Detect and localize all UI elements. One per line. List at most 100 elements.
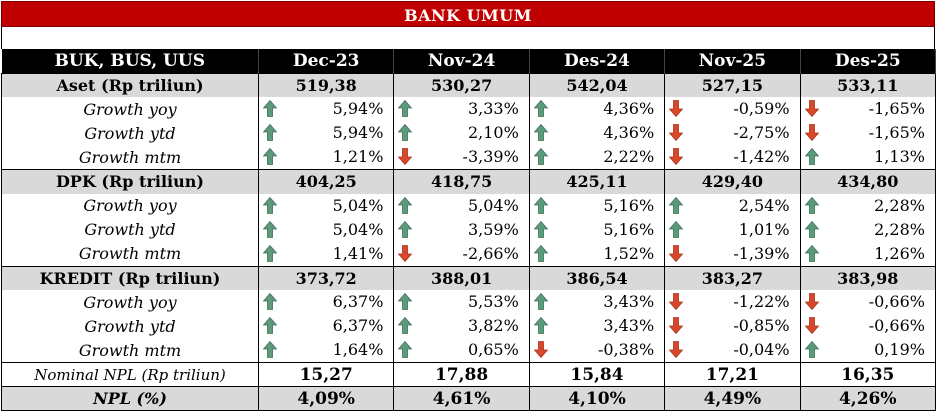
growth-cell-inner: 3,59% [394, 218, 519, 242]
growth-cell: -0,04% [664, 338, 801, 363]
arrow-down-icon [804, 317, 819, 335]
growth-value: -1,22% [733, 292, 790, 311]
growth-value: -1,65% [868, 99, 925, 118]
header-nov-24: Nov-24 [393, 49, 530, 73]
section-value: 404,25 [257, 169, 395, 194]
growth-cell: 3,59% [393, 217, 530, 242]
arrow-down-icon [533, 341, 549, 359]
growth-value: -1,65% [868, 123, 925, 142]
arrow-up-icon [533, 196, 549, 214]
arrow-down-icon [398, 148, 413, 166]
growth-cell-inner: 5,04% [259, 218, 383, 242]
growth-cell-inner: -0,85% [665, 314, 790, 338]
growth-value: -2,66% [462, 243, 519, 263]
growth-cell: -1,65% [799, 97, 936, 121]
growth-cell-inner: 4,36% [530, 97, 654, 121]
growth-row: Growth mtm 1,64% 0,65% -0,38% -0,04% 0,19% [1, 338, 936, 363]
growth-cell-inner: -1,65% [801, 97, 925, 121]
section-value: 429,40 [664, 169, 801, 194]
growth-value: 2,10% [467, 123, 519, 142]
growth-value: 5,04% [332, 195, 384, 215]
growth-label: Growth ytd [1, 217, 259, 242]
growth-cell-inner: 4,36% [530, 121, 654, 145]
growth-cell: 6,37% [257, 314, 395, 338]
arrow-up-icon [262, 196, 278, 214]
arrow-up-icon [668, 196, 684, 214]
growth-value: -0,66% [868, 316, 925, 335]
growth-cell-inner: 3,33% [394, 97, 519, 121]
growth-cell: 2,28% [799, 193, 936, 218]
section-value: 530,27 [393, 72, 530, 97]
growth-row: Growth ytd 6,37% 3,82% 3,43% -0,85% -0,66% [1, 314, 936, 338]
growth-value: 5,04% [332, 219, 384, 239]
growth-cell-inner: 1,01% [665, 218, 790, 242]
arrow-down-icon [668, 148, 684, 166]
growth-cell: 1,41% [257, 241, 395, 266]
growth-row: Growth yoy 6,37% 5,53% 3,43% -1,22% -0,66% [1, 290, 936, 314]
growth-value: 4,36% [603, 123, 655, 142]
growth-cell: 2,22% [528, 145, 666, 170]
section-value: 386,54 [528, 265, 666, 290]
section-value: 373,72 [257, 265, 395, 290]
arrow-up-icon [262, 220, 278, 238]
growth-cell-inner: 1,13% [801, 145, 925, 169]
growth-value: -1,39% [733, 243, 790, 263]
growth-cell: 3,43% [528, 314, 666, 338]
arrow-up-icon [533, 292, 549, 310]
arrow-up-icon [398, 292, 413, 310]
nominal-npl-value: 15,27 [257, 362, 395, 387]
growth-cell: -1,65% [799, 121, 936, 145]
header-des-25: Des-25 [800, 49, 936, 73]
npl-ratio-value: 4,10% [528, 386, 666, 411]
growth-cell-inner: -1,65% [801, 121, 925, 145]
npl-ratio-value: 4,49% [664, 386, 801, 411]
growth-cell: 5,94% [257, 121, 395, 145]
growth-value: -2,75% [733, 123, 790, 142]
growth-cell: 5,16% [528, 193, 666, 218]
growth-value: 5,16% [603, 219, 655, 239]
growth-label: Growth yoy [1, 97, 259, 121]
bank-umum-table: BUK, BUS, UUS Dec-23 Nov-24 Des-24 Nov-2… [1, 49, 936, 411]
growth-cell: -2,75% [664, 121, 801, 145]
growth-cell: -0,59% [664, 97, 801, 121]
growth-cell-inner: -2,75% [665, 121, 790, 145]
growth-cell: 5,94% [257, 97, 395, 121]
arrow-up-icon [533, 99, 549, 117]
arrow-up-icon [398, 99, 413, 117]
arrow-up-icon [533, 147, 549, 165]
header-label: BUK, BUS, UUS [1, 49, 259, 73]
section-value: 434,80 [799, 169, 936, 194]
growth-cell-inner: -0,04% [665, 338, 790, 362]
growth-cell: -1,39% [664, 241, 801, 266]
growth-value: 3,43% [603, 292, 655, 311]
growth-value: 0,65% [467, 340, 519, 359]
arrow-down-icon [668, 124, 684, 142]
arrow-up-icon [668, 220, 684, 238]
growth-value: 2,22% [603, 147, 655, 166]
arrow-up-icon [804, 340, 819, 358]
growth-label: Growth mtm [1, 338, 259, 363]
section-value: 383,98 [799, 265, 936, 290]
nominal-npl-row: Nominal NPL (Rp triliun) 15,27 17,88 15,84 1… [1, 362, 936, 387]
header-nov-25: Nov-25 [664, 49, 801, 73]
growth-value: 5,04% [467, 195, 519, 215]
arrow-up-icon [398, 220, 413, 238]
growth-cell: 1,13% [799, 145, 936, 170]
growth-value: 3,33% [467, 99, 519, 118]
section-value: 388,01 [393, 265, 530, 290]
growth-cell-inner: 5,04% [394, 194, 519, 218]
arrow-up-icon [262, 244, 278, 262]
growth-row: Growth yoy 5,04% 5,04% 5,16% 2,54% 2,28% [1, 193, 936, 218]
growth-cell-inner: -0,66% [801, 290, 925, 314]
arrow-up-icon [804, 196, 819, 214]
growth-value: 5,16% [603, 195, 655, 215]
section-row: Aset (Rp triliun) 519,38 530,27 542,04 527,1… [1, 72, 936, 97]
growth-value: -0,38% [597, 340, 655, 359]
growth-cell: -1,42% [664, 145, 801, 170]
growth-label: Growth ytd [1, 314, 259, 338]
growth-value: -0,04% [733, 340, 790, 359]
growth-value: 2,54% [738, 195, 790, 215]
section-label: Aset (Rp triliun) [1, 72, 259, 97]
nominal-npl-value: 17,21 [664, 362, 801, 387]
arrow-down-icon [804, 100, 819, 118]
